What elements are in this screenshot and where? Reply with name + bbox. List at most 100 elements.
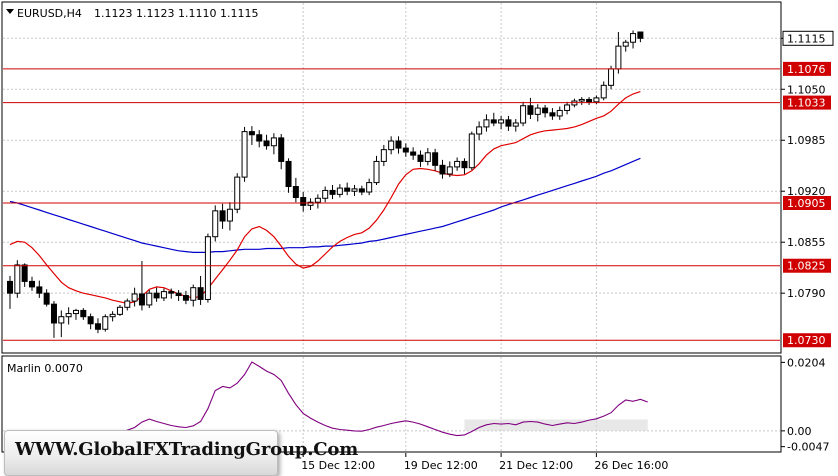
candle-body [72, 309, 79, 315]
symbol-dropdown-icon[interactable] [6, 9, 14, 14]
candle-body [410, 151, 417, 156]
candle-body [285, 160, 292, 188]
candle-body [600, 84, 607, 99]
level-label-text: 1.0730 [787, 334, 826, 347]
candle-body [593, 97, 600, 103]
candle-body [175, 292, 182, 297]
candle-body [7, 280, 13, 294]
candle-body [146, 292, 153, 306]
candle-body [498, 119, 505, 124]
level-lines [3, 68, 780, 341]
indicator-tick-labels: 0.0204 0.00 -0.0047 [781, 356, 829, 454]
candle-body [322, 189, 329, 199]
candle-body [14, 264, 21, 294]
candle-body [248, 131, 255, 136]
candle-body [182, 295, 189, 301]
candle-body [358, 188, 365, 193]
candle-body [212, 210, 219, 238]
price-tick-label: 1.0985 [787, 134, 826, 147]
symbol-timeframe: EURUSD,H4 [17, 7, 82, 20]
candle-body [608, 68, 615, 86]
watermark-banner: WWW.GlobalFXTradingGroup.Com [4, 430, 358, 476]
price-tick-label: 1.1050 [787, 83, 826, 96]
candle-body [520, 105, 527, 124]
candle-body [380, 149, 387, 162]
current-price-label: 1.1115 [782, 30, 834, 46]
candle-body [432, 152, 439, 166]
candle-body [314, 197, 321, 203]
candle-body [204, 236, 211, 300]
level-labels: 1.1076 1.1033 1.0905 1.0825 1.0730 [783, 61, 831, 348]
candle-body [226, 208, 233, 222]
level-label-text: 1.0905 [787, 197, 826, 210]
candle-body [556, 109, 563, 117]
candle-body [461, 160, 468, 169]
slow-ma-path [9, 157, 641, 253]
candle-body [622, 41, 629, 47]
candle-body [336, 187, 343, 195]
candle-body [43, 292, 50, 305]
time-tick-label: 26 Dec 16:00 [594, 459, 668, 472]
candle-body [36, 286, 43, 294]
candle-body [80, 309, 87, 318]
ohlc-values: 1.1123 1.1123 1.1110 1.1115 [94, 7, 258, 20]
candle-body [424, 152, 431, 162]
price-tick-label: 1.0855 [787, 236, 826, 249]
candle-body [58, 316, 65, 324]
candle-body [490, 119, 497, 124]
indicator-tick-label: -0.0047 [787, 441, 829, 454]
main-chart-panel [1, 1, 782, 354]
candle-body [505, 119, 512, 127]
candle-body [131, 293, 138, 302]
candle-body [388, 140, 395, 151]
candle-body [256, 134, 263, 142]
candle-body [468, 133, 475, 169]
candle-body [87, 316, 94, 325]
candle-body [373, 160, 380, 184]
candle-body [549, 112, 556, 117]
indicator-tick-label: 0.0204 [787, 356, 826, 369]
candle-body [307, 201, 314, 206]
time-tick-label: 21 Dec 12:00 [499, 459, 573, 472]
price-tick-label: 1.0790 [787, 287, 826, 300]
watermark-text: WWW.GlobalFXTradingGroup.Com [15, 439, 359, 460]
candle-body [292, 186, 299, 198]
candle-body [439, 164, 446, 175]
time-tick-label: 15 Dec 12:00 [301, 459, 375, 472]
price-tick-labels: 1.1050 1.0985 1.0920 1.0855 1.0790 [781, 37, 826, 300]
candle-body [417, 154, 424, 162]
main-chart-frame [1, 1, 782, 354]
candle-body [270, 137, 277, 147]
candle-body [630, 33, 637, 43]
price-tick-label: 1.0920 [787, 185, 826, 198]
candle-body [28, 280, 35, 288]
candle-body [476, 126, 483, 135]
candle-body [219, 210, 226, 222]
indicator-label: Marlin 0.0070 [7, 362, 83, 375]
candle-body [366, 182, 373, 193]
indicator-tick-label: 0.00 [787, 425, 812, 438]
current-price-text: 1.1115 [787, 32, 826, 45]
candle-body [300, 196, 307, 206]
candle-body [402, 147, 409, 153]
current-price-box [782, 30, 834, 46]
candle-body [65, 313, 72, 318]
candle-body [637, 31, 644, 39]
candle-body [512, 122, 519, 127]
level-label-box [783, 95, 831, 110]
fast-ma-line [9, 91, 641, 305]
slow-ma-line [9, 157, 641, 253]
candle-body [527, 105, 534, 115]
level-label-text: 1.1076 [787, 63, 826, 76]
candle-body [615, 45, 622, 70]
candle-body [124, 300, 131, 308]
candle-body [116, 306, 123, 315]
candle-body [395, 140, 402, 149]
chart-header: EURUSD,H4 1.1123 1.1123 1.1110 1.1115 [6, 7, 258, 20]
candle-body [278, 137, 285, 162]
candle-body [351, 188, 358, 192]
candles-group [7, 30, 644, 338]
level-label-box [783, 333, 831, 348]
